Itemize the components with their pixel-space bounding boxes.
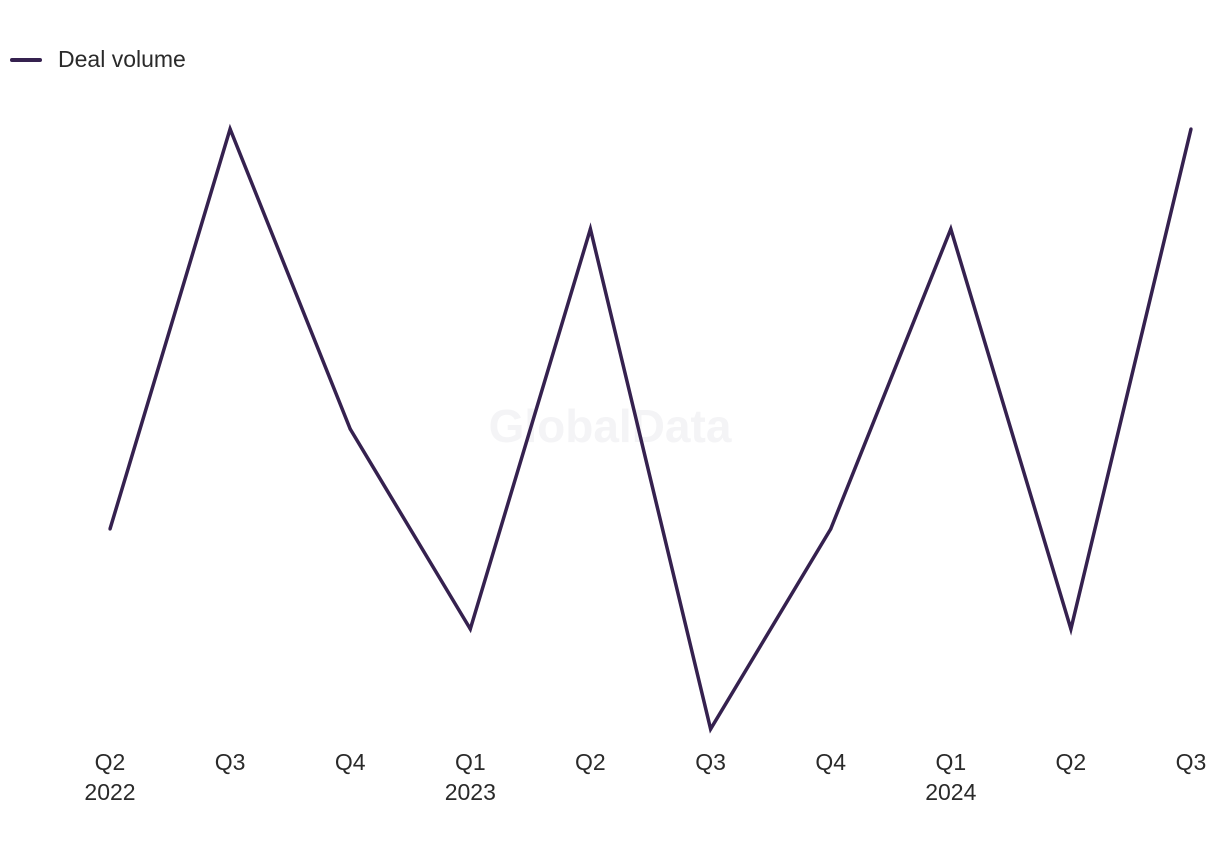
data-point — [588, 227, 593, 231]
data-point — [1069, 627, 1073, 631]
legend-swatch — [10, 57, 42, 62]
x-tick-quarter: Q3 — [1176, 749, 1207, 775]
legend: Deal volume — [10, 46, 186, 73]
data-point — [348, 427, 352, 431]
x-axis-ticks: Q2 2022 Q3 Q4 Q1 2023 Q2 Q3 Q4 Q1 2024 Q2 Q3 — [84, 749, 1206, 805]
legend-label: Deal volume — [58, 46, 186, 72]
watermark: GlobalData — [489, 400, 732, 452]
data-point — [108, 527, 112, 531]
data-point — [709, 727, 713, 731]
data-point — [1189, 127, 1193, 131]
data-point — [228, 127, 232, 131]
data-point — [468, 627, 472, 631]
x-tick-quarter: Q2 — [1056, 749, 1087, 775]
data-point — [829, 527, 833, 531]
data-point — [949, 227, 953, 231]
x-tick-quarter: Q1 — [455, 749, 486, 775]
x-tick-quarter: Q4 — [815, 749, 846, 775]
x-tick-quarter: Q3 — [215, 749, 246, 775]
x-tick-quarter: Q1 — [935, 749, 966, 775]
x-tick-quarter: Q4 — [335, 749, 366, 775]
series-line-0 — [108, 123, 1193, 734]
x-tick-year: 2024 — [925, 779, 976, 805]
x-tick-year: 2022 — [84, 779, 135, 805]
series-layer — [108, 123, 1193, 734]
x-tick-quarter: Q2 — [575, 749, 606, 775]
x-tick-year: 2023 — [445, 779, 496, 805]
x-tick-quarter: Q2 — [95, 749, 126, 775]
x-tick-quarter: Q3 — [695, 749, 726, 775]
